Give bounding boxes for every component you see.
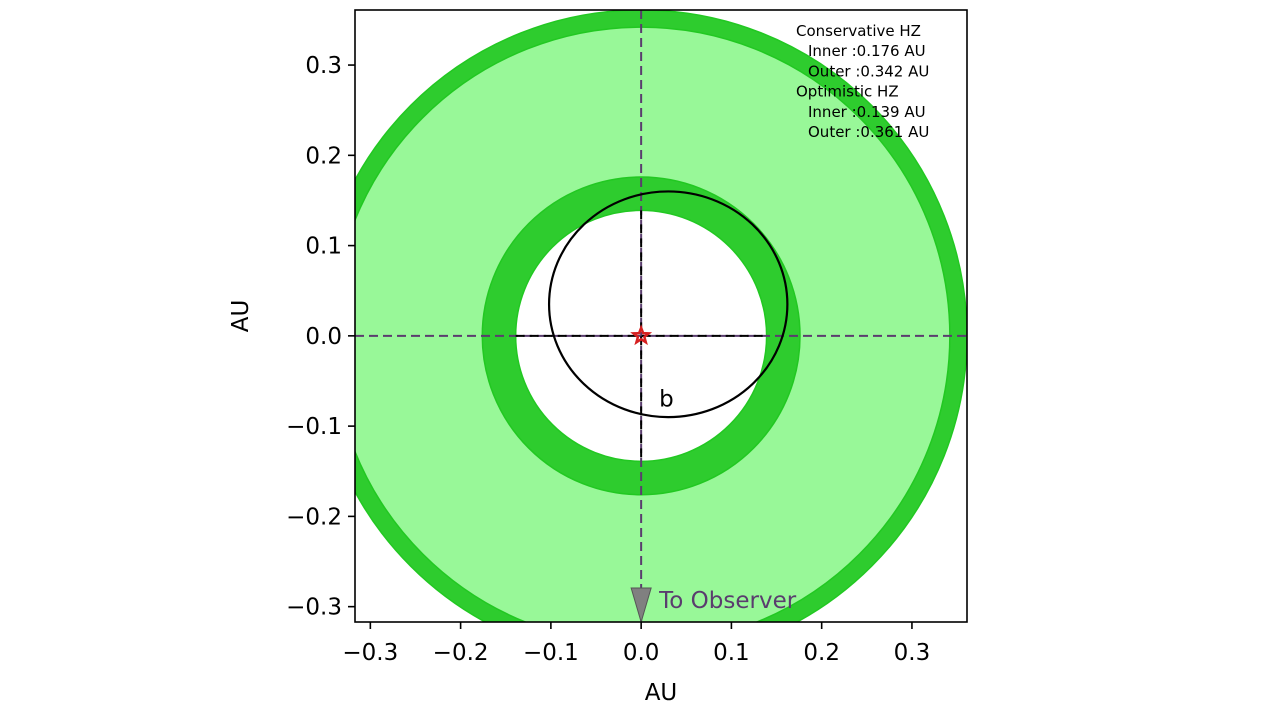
plot-frame: [354, 9, 968, 623]
to-observer-label: To Observer: [658, 588, 797, 614]
legend-optimistic-outer: Outer :0.361 AU: [808, 123, 929, 141]
y-tick-label: 0.0: [305, 324, 342, 350]
x-axis-title: AU: [645, 680, 678, 706]
observer-arrow-icon: [630, 587, 652, 622]
x-tick-label: −0.2: [433, 640, 489, 666]
y-tick-label: 0.3: [305, 53, 342, 79]
x-tick-label: −0.1: [523, 640, 579, 666]
legend-optimistic-inner: Inner :0.139 AU: [808, 103, 926, 121]
planet-b-label: b: [659, 386, 674, 412]
x-tick-label: 0.1: [713, 640, 750, 666]
legend-conservative-outer: Outer :0.342 AU: [808, 62, 929, 80]
x-axis: −0.3 −0.2 −0.1 0.0 0.1 0.2 0.3: [342, 622, 930, 666]
x-tick-label: 0.2: [803, 640, 840, 666]
hz-legend: Conservative HZ Inner :0.176 AU Outer :0…: [796, 22, 929, 141]
y-tick-label: −0.3: [286, 595, 342, 621]
x-tick-label: 0.0: [623, 640, 660, 666]
legend-conservative-title: Conservative HZ: [796, 22, 921, 40]
y-tick-label: −0.2: [286, 504, 342, 530]
planet-b-orbit: [547, 190, 789, 419]
y-axis: −0.3 −0.2 −0.1 0.0 0.1 0.2 0.3: [286, 53, 355, 621]
conservative-hz-ring: [355, 26, 951, 622]
y-tick-label: 0.2: [305, 143, 342, 169]
legend-conservative-inner: Inner :0.176 AU: [808, 42, 926, 60]
y-tick-label: −0.1: [286, 414, 342, 440]
star-icon: [630, 324, 653, 346]
legend-optimistic-title: Optimistic HZ: [796, 83, 899, 101]
y-tick-label: 0.1: [305, 234, 342, 260]
x-tick-label: −0.3: [342, 640, 398, 666]
y-axis-title: AU: [228, 300, 254, 333]
x-tick-label: 0.3: [894, 640, 931, 666]
